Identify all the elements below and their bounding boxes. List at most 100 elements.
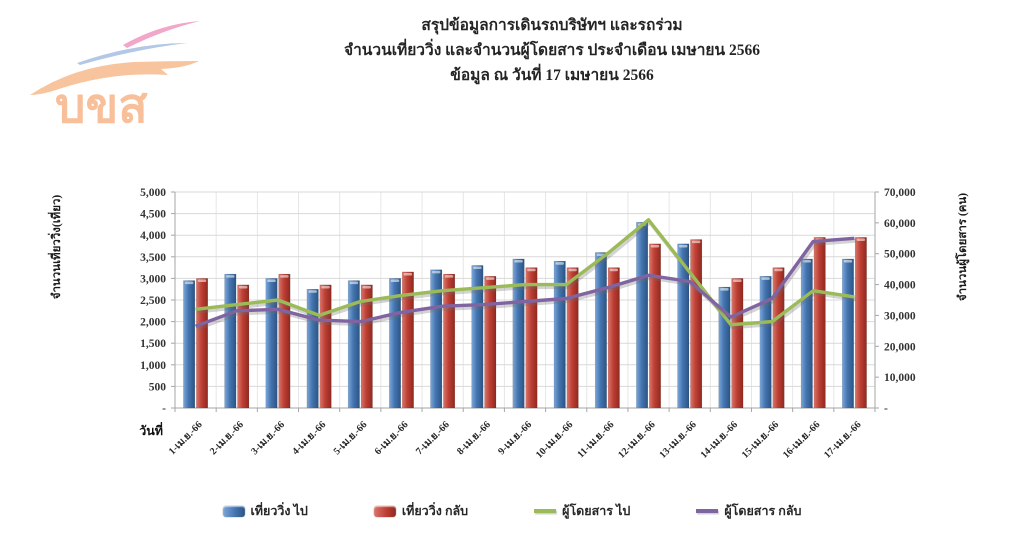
x-label-1: 1-เม.ย.-66 — [167, 419, 205, 457]
x-label-16: 16-เม.ย.-66 — [781, 419, 822, 460]
bar-top-highlight — [267, 279, 276, 282]
right-axis-tick-label: 70,000 — [884, 187, 916, 199]
x-label-9: 9-เม.ย.-66 — [496, 419, 534, 457]
bar-trips-out-11 — [594, 252, 607, 409]
combo-chart: - 500 1,000 1,500 2,000 2,500 3,000 3,500 4,000 4… — [139, 187, 916, 461]
bar-trips-return-14 — [731, 278, 744, 409]
bar-top-highlight — [349, 281, 359, 285]
x-label-17: 17-เม.ย.-66 — [822, 419, 863, 460]
bar-top-highlight — [184, 281, 194, 285]
bar-top-highlight — [431, 270, 441, 274]
logo-text: บขส — [55, 80, 148, 133]
bar-trips-out-14 — [718, 286, 731, 409]
x-axis-title: วันที่ — [139, 422, 163, 438]
bar-top-highlight — [802, 259, 812, 263]
right-axis-tick-label: 50,000 — [884, 249, 916, 261]
line-shadow-passengers-out — [196, 220, 857, 330]
x-label-12: 12-เม.ย.-66 — [616, 419, 657, 460]
bar-trips-return-11 — [607, 267, 620, 409]
legend-item-passengers-out: ผู้โดยสาร ไป — [534, 501, 630, 521]
bar-trips-return-9 — [525, 267, 538, 409]
bar-trips-out-1 — [183, 280, 196, 409]
bar-trips-return-8 — [484, 276, 497, 409]
bar-trips-return-17 — [854, 237, 867, 409]
legend-item-passengers-return: ผู้โดยสาร กลับ — [696, 501, 801, 521]
left-axis-tick-label: 2,000 — [140, 317, 166, 329]
bar-trips-return-2 — [237, 284, 250, 409]
bar-trips-out-5 — [347, 280, 360, 409]
left-axis-tick-label: 2,500 — [140, 295, 166, 307]
chart-title-block: สรุปข้อมูลการเดินรถบริษัทฯ และรถร่วม จำน… — [252, 13, 852, 88]
logo-swoosh-orange-icon — [30, 61, 199, 95]
bar-trips-out-17 — [842, 258, 854, 409]
line-passengers-return — [195, 236, 855, 328]
bar-trips-return-1 — [196, 278, 208, 409]
bar-trips-out-9 — [512, 258, 525, 409]
bar-top-highlight — [321, 285, 330, 289]
bar-trips-return-4 — [319, 284, 332, 409]
bar-trips-out-2 — [224, 273, 237, 409]
title-line-2: จำนวนเที่ยววิ่ง และจำนวนผู้โดยสาร ประจำเ… — [344, 42, 760, 59]
left-axis-tick-label: 4,000 — [140, 230, 166, 242]
bar-top-highlight — [679, 244, 688, 248]
x-label-5: 5-เม.ย.-66 — [332, 419, 370, 457]
bar-trips-return-12 — [649, 243, 661, 409]
left-axis-tick-label: 5,000 — [140, 187, 166, 199]
bar-top-highlight — [774, 268, 783, 272]
bar-trips-out-13 — [677, 243, 690, 409]
left-axis-tick-label: 3,500 — [140, 252, 166, 264]
bar-trips-out-15 — [759, 276, 772, 409]
line-passengers-out — [195, 218, 855, 327]
bar-trips-return-6 — [401, 271, 414, 409]
x-label-13: 13-เม.ย.-66 — [657, 419, 698, 460]
left-axis-tick-label: 4,500 — [140, 209, 166, 221]
right-axis-tick-label: - — [884, 403, 888, 415]
bar-top-highlight — [691, 240, 701, 244]
x-label-15: 15-เม.ย.-66 — [740, 419, 781, 460]
bar-top-highlight — [197, 279, 207, 282]
bar-top-highlight — [238, 285, 248, 289]
legend-label-trips-out: เที่ยววิ่ง ไป — [250, 504, 308, 518]
bar-trips-out-12 — [636, 222, 649, 409]
left-axis-tick-label: 500 — [149, 381, 167, 393]
right-axis-tick-label: 10,000 — [884, 372, 916, 384]
x-label-6: 6-เม.ย.-66 — [373, 419, 411, 457]
legend-swatch-trips-return — [373, 505, 396, 517]
title-line-1: สรุปข้อมูลการเดินรถบริษัทฯ และรถร่วม — [421, 17, 683, 34]
bar-top-highlight — [390, 279, 400, 282]
left-axis-tick-label: 3,000 — [140, 273, 166, 285]
legend-swatch-passengers-out — [534, 509, 557, 513]
bar-top-highlight — [403, 272, 413, 276]
legend-swatch-trips-out — [222, 505, 245, 517]
x-label-8: 8-เม.ย.-66 — [455, 419, 493, 457]
bar-trips-return-10 — [566, 267, 579, 409]
bar-top-highlight — [473, 266, 482, 270]
right-axis-tick-label: 30,000 — [884, 310, 916, 322]
legend-label-passengers-out: ผู้โดยสาร ไป — [562, 504, 631, 518]
bar-trips-out-7 — [430, 269, 443, 409]
bar-top-highlight — [527, 268, 536, 272]
bar-top-highlight — [226, 275, 235, 278]
left-axis-tick-label: 1,000 — [140, 360, 166, 372]
chart-legend: เที่ยววิ่ง ไป เที่ยววิ่ง กลับ ผู้โดยสาร … — [0, 501, 1024, 521]
bar-trips-out-6 — [389, 278, 401, 409]
bar-trips-out-8 — [471, 265, 484, 409]
bar-trips-return-7 — [443, 273, 456, 409]
bar-trips-out-16 — [800, 258, 813, 409]
bar-top-highlight — [720, 288, 729, 291]
left-axis-tick-label: - — [162, 403, 166, 415]
bar-top-highlight — [650, 244, 660, 248]
bar-trips-return-16 — [813, 237, 826, 409]
left-axis-tick-label: 1,500 — [140, 338, 166, 350]
bar-trips-out-4 — [306, 288, 319, 409]
bar-trips-return-5 — [360, 284, 373, 409]
bar-top-highlight — [362, 285, 371, 289]
bar-top-highlight — [555, 262, 564, 265]
bar-top-highlight — [280, 275, 289, 278]
x-label-2: 2-เม.ย.-66 — [208, 419, 246, 457]
bks-logo: บขส — [30, 21, 200, 133]
bar-top-highlight — [486, 277, 495, 280]
title-line-3: ข้อมูล ณ วันที่ 17 เมษายน 2566 — [450, 67, 654, 84]
line-shadow-passengers-return — [196, 238, 857, 331]
